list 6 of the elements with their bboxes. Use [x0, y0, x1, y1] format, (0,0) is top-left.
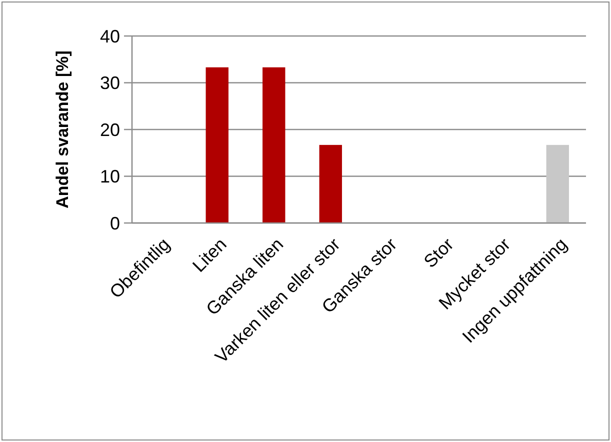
y-tick-label: 20: [100, 120, 120, 140]
y-tick-label: 10: [100, 166, 120, 187]
y-tick-label: 40: [100, 26, 120, 46]
y-tick-label: 30: [100, 73, 120, 94]
y-tick-label: 0: [110, 213, 120, 234]
y-axis-title: Andel svarande [%]: [53, 50, 72, 208]
